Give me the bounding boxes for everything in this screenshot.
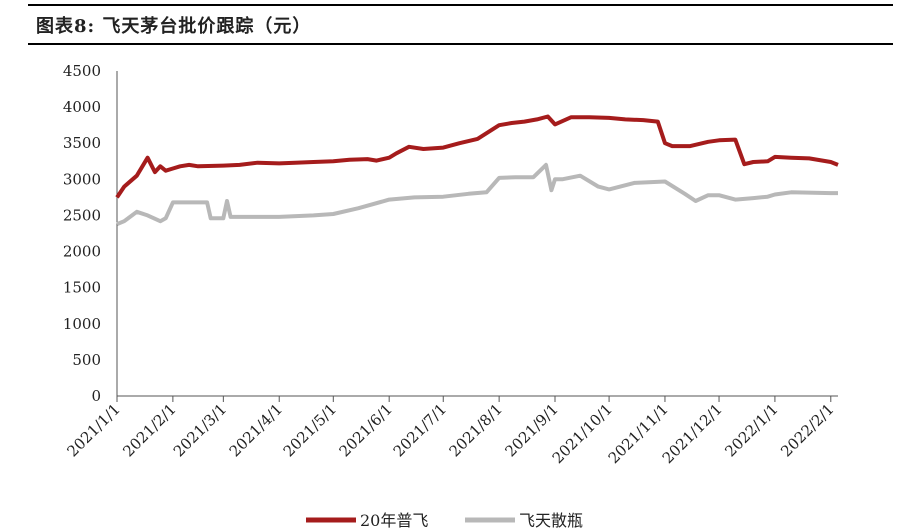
x-tick-label: 2022/1/1	[721, 400, 781, 460]
x-tick-label: 2021/6/1	[336, 400, 396, 460]
y-axis: 0 500 1000 1500 2000 2500 3000 3500 4000 4500	[63, 62, 118, 405]
chart-title: 图表8: 飞天茅台批价跟踪（元）	[36, 16, 312, 37]
legend: 20年普飞 飞天散瓶	[306, 511, 583, 530]
title-bar: 图表8: 飞天茅台批价跟踪（元）	[28, 4, 893, 37]
x-tick-label: 2021/2/1	[119, 400, 179, 460]
x-axis: 2021/1/12021/2/12021/3/12021/4/12021/5/1…	[63, 395, 838, 467]
x-tick-label: 2021/3/1	[170, 400, 230, 460]
x-tick-label: 2021/1/1	[63, 400, 123, 460]
title-underline	[28, 43, 893, 45]
legend-label-2: 飞天散瓶	[519, 511, 583, 530]
x-tick-label: 2021/8/1	[446, 400, 506, 460]
y-tick-label: 1000	[63, 315, 101, 333]
x-tick-label: 2022/2/1	[777, 400, 837, 460]
y-tick-label: 3000	[63, 170, 101, 188]
x-tick-label: 2021/4/1	[226, 400, 286, 460]
series-line-2	[116, 162, 838, 226]
legend-label-1: 20年普飞	[360, 511, 428, 530]
y-tick-label: 4500	[63, 62, 101, 80]
y-tick-label: 2500	[63, 206, 101, 224]
y-tick-label: 500	[72, 351, 101, 369]
x-tick-label: 2021/5/1	[280, 400, 340, 460]
y-tick-label: 2000	[63, 243, 101, 261]
y-tick-label: 1500	[63, 279, 101, 297]
series-group	[115, 114, 839, 226]
y-tick-label: 0	[91, 387, 101, 405]
y-tick-label: 3500	[63, 134, 101, 152]
series-line-1	[115, 114, 839, 199]
x-tick-label: 2021/7/1	[390, 400, 450, 460]
y-tick-label: 4000	[63, 98, 101, 116]
